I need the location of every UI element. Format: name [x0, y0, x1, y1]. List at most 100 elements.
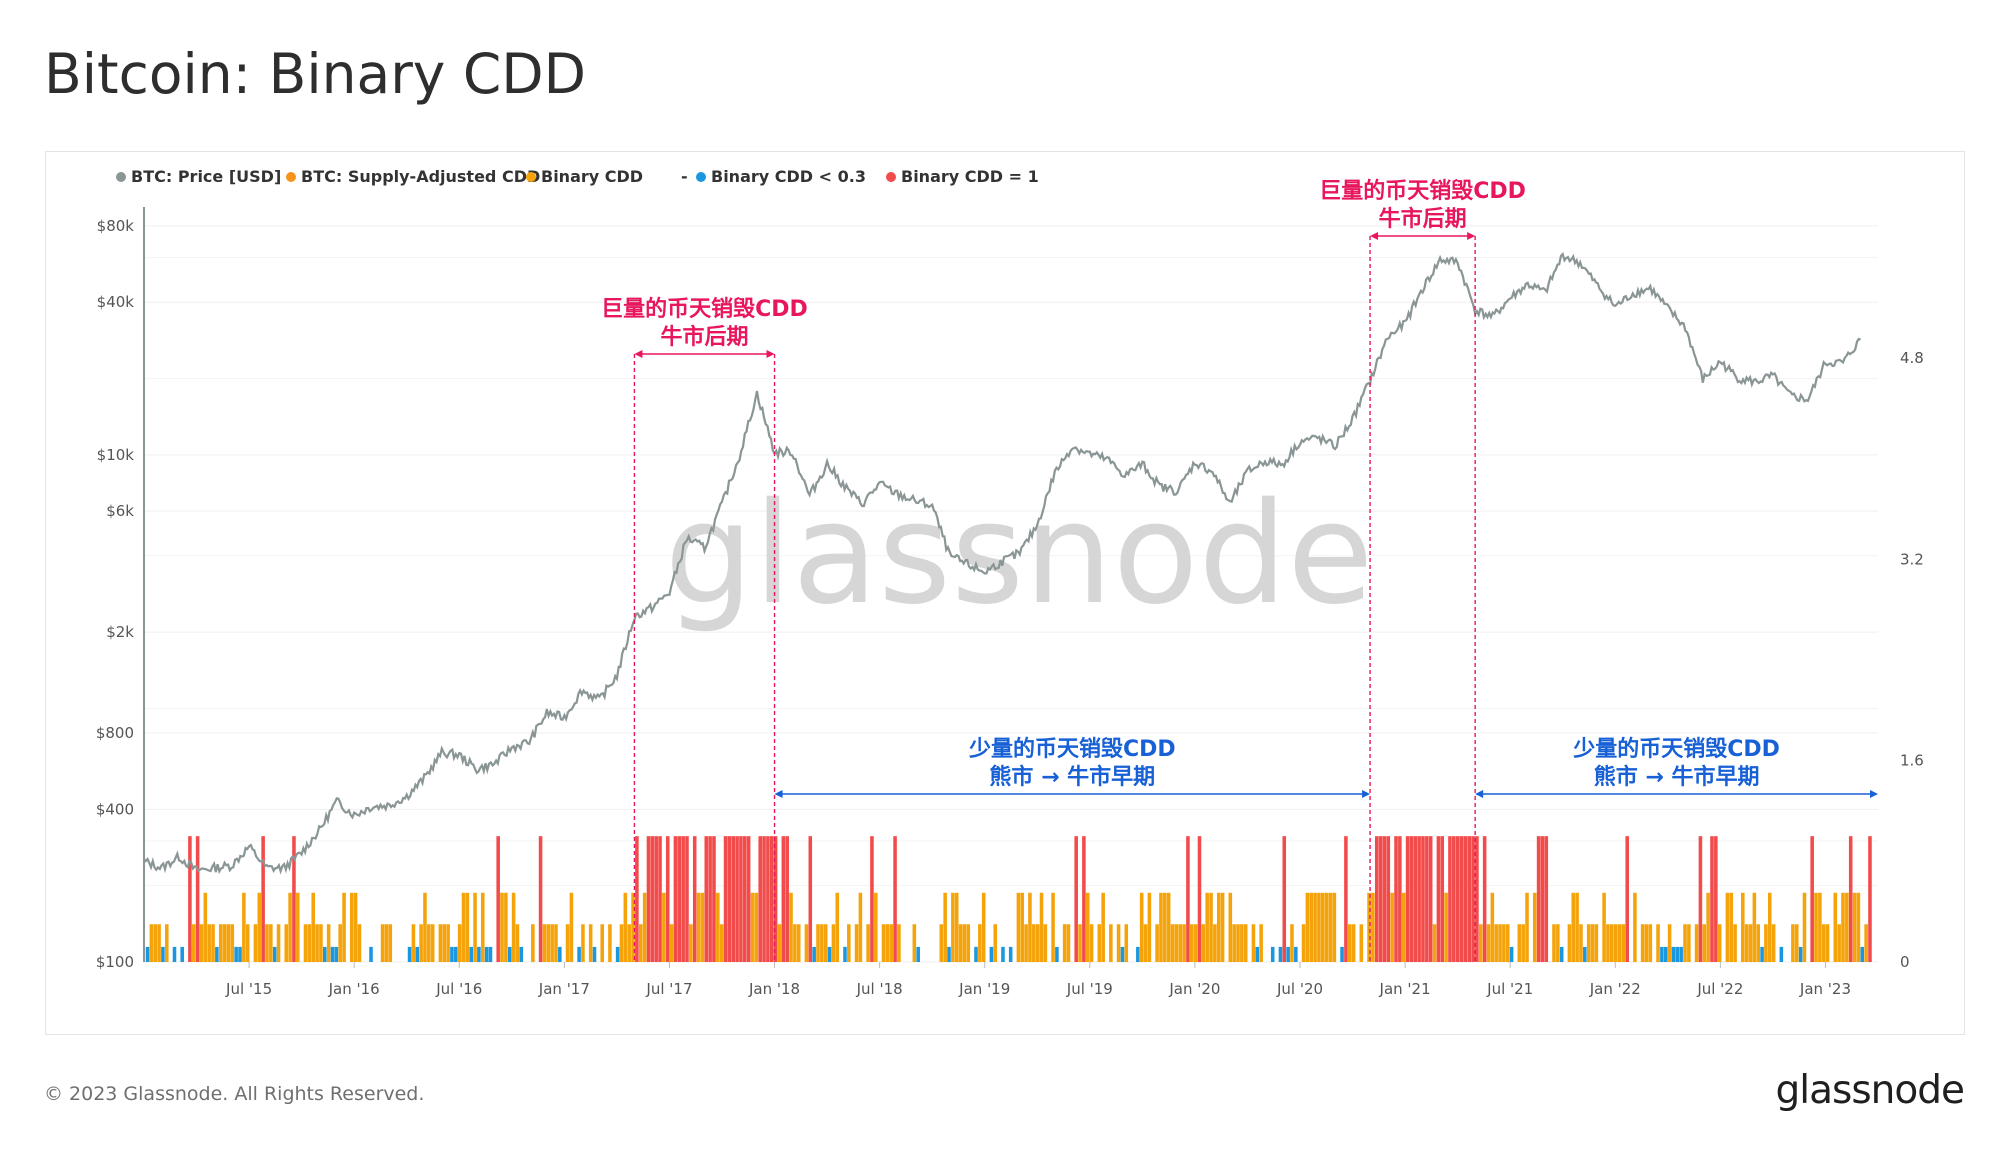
cdd-bar — [1197, 836, 1202, 962]
cdd-bar — [1621, 924, 1626, 962]
cdd-bar — [1232, 924, 1236, 962]
cdd-bar — [1432, 924, 1437, 962]
cdd-bar — [1452, 836, 1456, 962]
cdd-bar — [600, 924, 604, 962]
cdd-bar — [592, 946, 597, 962]
cdd-bar — [1286, 946, 1290, 962]
cdd-bar — [1313, 892, 1317, 962]
cdd-bar — [334, 946, 339, 962]
cdd-bar — [507, 946, 512, 962]
cdd-bar — [689, 924, 693, 962]
cdd-bar — [1421, 836, 1425, 962]
arrow-head — [774, 790, 783, 798]
cdd-bar — [1617, 924, 1622, 962]
annotation-subtitle: 牛市后期 — [660, 324, 748, 350]
arrow-head — [1870, 790, 1878, 798]
cdd-bar — [1216, 892, 1221, 962]
cdd-bar — [843, 946, 847, 962]
cdd-bar — [1136, 946, 1140, 962]
binary-cdd-bars — [145, 836, 1872, 962]
cdd-bar — [897, 924, 901, 962]
cdd-bar — [789, 892, 793, 962]
cdd-bar — [542, 924, 547, 962]
y-left-tick-label: $100 — [96, 953, 134, 971]
cdd-bar — [384, 924, 389, 962]
cdd-bar — [1490, 892, 1495, 962]
cdd-bar — [827, 946, 832, 962]
cdd-bar — [484, 946, 489, 962]
cdd-bar — [1671, 946, 1676, 962]
cdd-bar — [1848, 836, 1853, 962]
cdd-bar — [303, 924, 308, 962]
cdd-bar — [461, 892, 466, 962]
cdd-bar — [1860, 946, 1865, 962]
cdd-bar — [1448, 836, 1452, 962]
legend-item-label[interactable]: BTC: Price [USD] — [131, 167, 281, 186]
y-right-tick-label: 0 — [1900, 953, 1910, 971]
cdd-bar — [1294, 946, 1298, 962]
cdd-bar — [712, 836, 716, 962]
chart-svg: glassnode $80k$40k$10k$6k$2k$800$400$100… — [96, 167, 1924, 998]
cdd-bar — [893, 836, 897, 962]
cdd-bar — [349, 892, 354, 962]
cdd-bar — [1625, 836, 1629, 962]
cdd-bar — [423, 892, 427, 962]
cdd-bar — [916, 946, 920, 962]
cdd-bar — [1344, 836, 1348, 962]
cdd-bar — [1367, 892, 1371, 962]
cdd-bar — [1170, 924, 1175, 962]
cdd-bar — [1791, 924, 1795, 962]
cdd-bar — [1509, 946, 1514, 962]
cdd-bar — [1066, 924, 1071, 962]
cdd-bar — [1760, 946, 1764, 962]
cdd-bar — [292, 836, 296, 962]
legend-item-label[interactable]: Binary CDD = 1 — [901, 167, 1039, 186]
cdd-bar — [1733, 924, 1737, 962]
cdd-bar — [245, 924, 250, 962]
cdd-bar — [812, 946, 816, 962]
cdd-bar — [1116, 924, 1121, 962]
cdd-bar — [1035, 924, 1040, 962]
cdd-bar — [954, 892, 959, 962]
x-tick-label: Jan '23 — [1799, 980, 1851, 998]
cdd-bar — [692, 836, 697, 962]
cdd-bar — [804, 924, 809, 962]
cdd-bar — [1051, 892, 1055, 962]
annotation-title: 少量的币天销毁CDD — [968, 736, 1176, 762]
cdd-bar — [488, 946, 493, 962]
legend-item-label[interactable]: Binary CDD — [541, 167, 643, 186]
legend-item-label[interactable]: Binary CDD < 0.3 — [711, 167, 866, 186]
cdd-bar — [777, 924, 782, 962]
cdd-bar — [1771, 924, 1776, 962]
legend: BTC: Price [USD] BTC: Supply-Adjusted CDD… — [116, 167, 1039, 186]
cdd-bar — [477, 946, 481, 962]
cdd-bar — [766, 836, 770, 962]
cdd-bar — [261, 836, 265, 962]
cdd-bar — [191, 924, 196, 962]
legend-item-label[interactable]: - — [681, 167, 688, 186]
cdd-bar — [754, 892, 759, 962]
cdd-bar — [323, 946, 327, 962]
cdd-bar — [1556, 924, 1560, 962]
axes: $80k $40k $10k $6k $2k $800 $400 $100 4.8 3.2 1.6 0… — [96, 207, 1924, 998]
cdd-bar — [1479, 924, 1483, 962]
cdd-bar — [269, 924, 273, 962]
cdd-bar — [1282, 836, 1287, 962]
cdd-bar — [558, 946, 562, 962]
cdd-bar — [1159, 892, 1163, 962]
y-right-tick-label: 4.8 — [1900, 349, 1924, 367]
legend-item-label[interactable]: BTC: Supply-Adjusted CDD — [301, 167, 540, 186]
cdd-bar — [296, 892, 300, 962]
cdd-bar — [1640, 924, 1645, 962]
grid-lines — [144, 225, 1878, 963]
cdd-bar — [654, 836, 658, 962]
cdd-bar — [974, 946, 978, 962]
cdd-bar — [1856, 892, 1861, 962]
cdd-bar — [669, 924, 674, 962]
cdd-bar — [230, 924, 235, 962]
cdd-bar — [195, 836, 200, 962]
cdd-bar — [685, 836, 689, 962]
cdd-bar — [1852, 892, 1857, 962]
cdd-bar — [234, 946, 238, 962]
cdd-bar — [1502, 924, 1506, 962]
